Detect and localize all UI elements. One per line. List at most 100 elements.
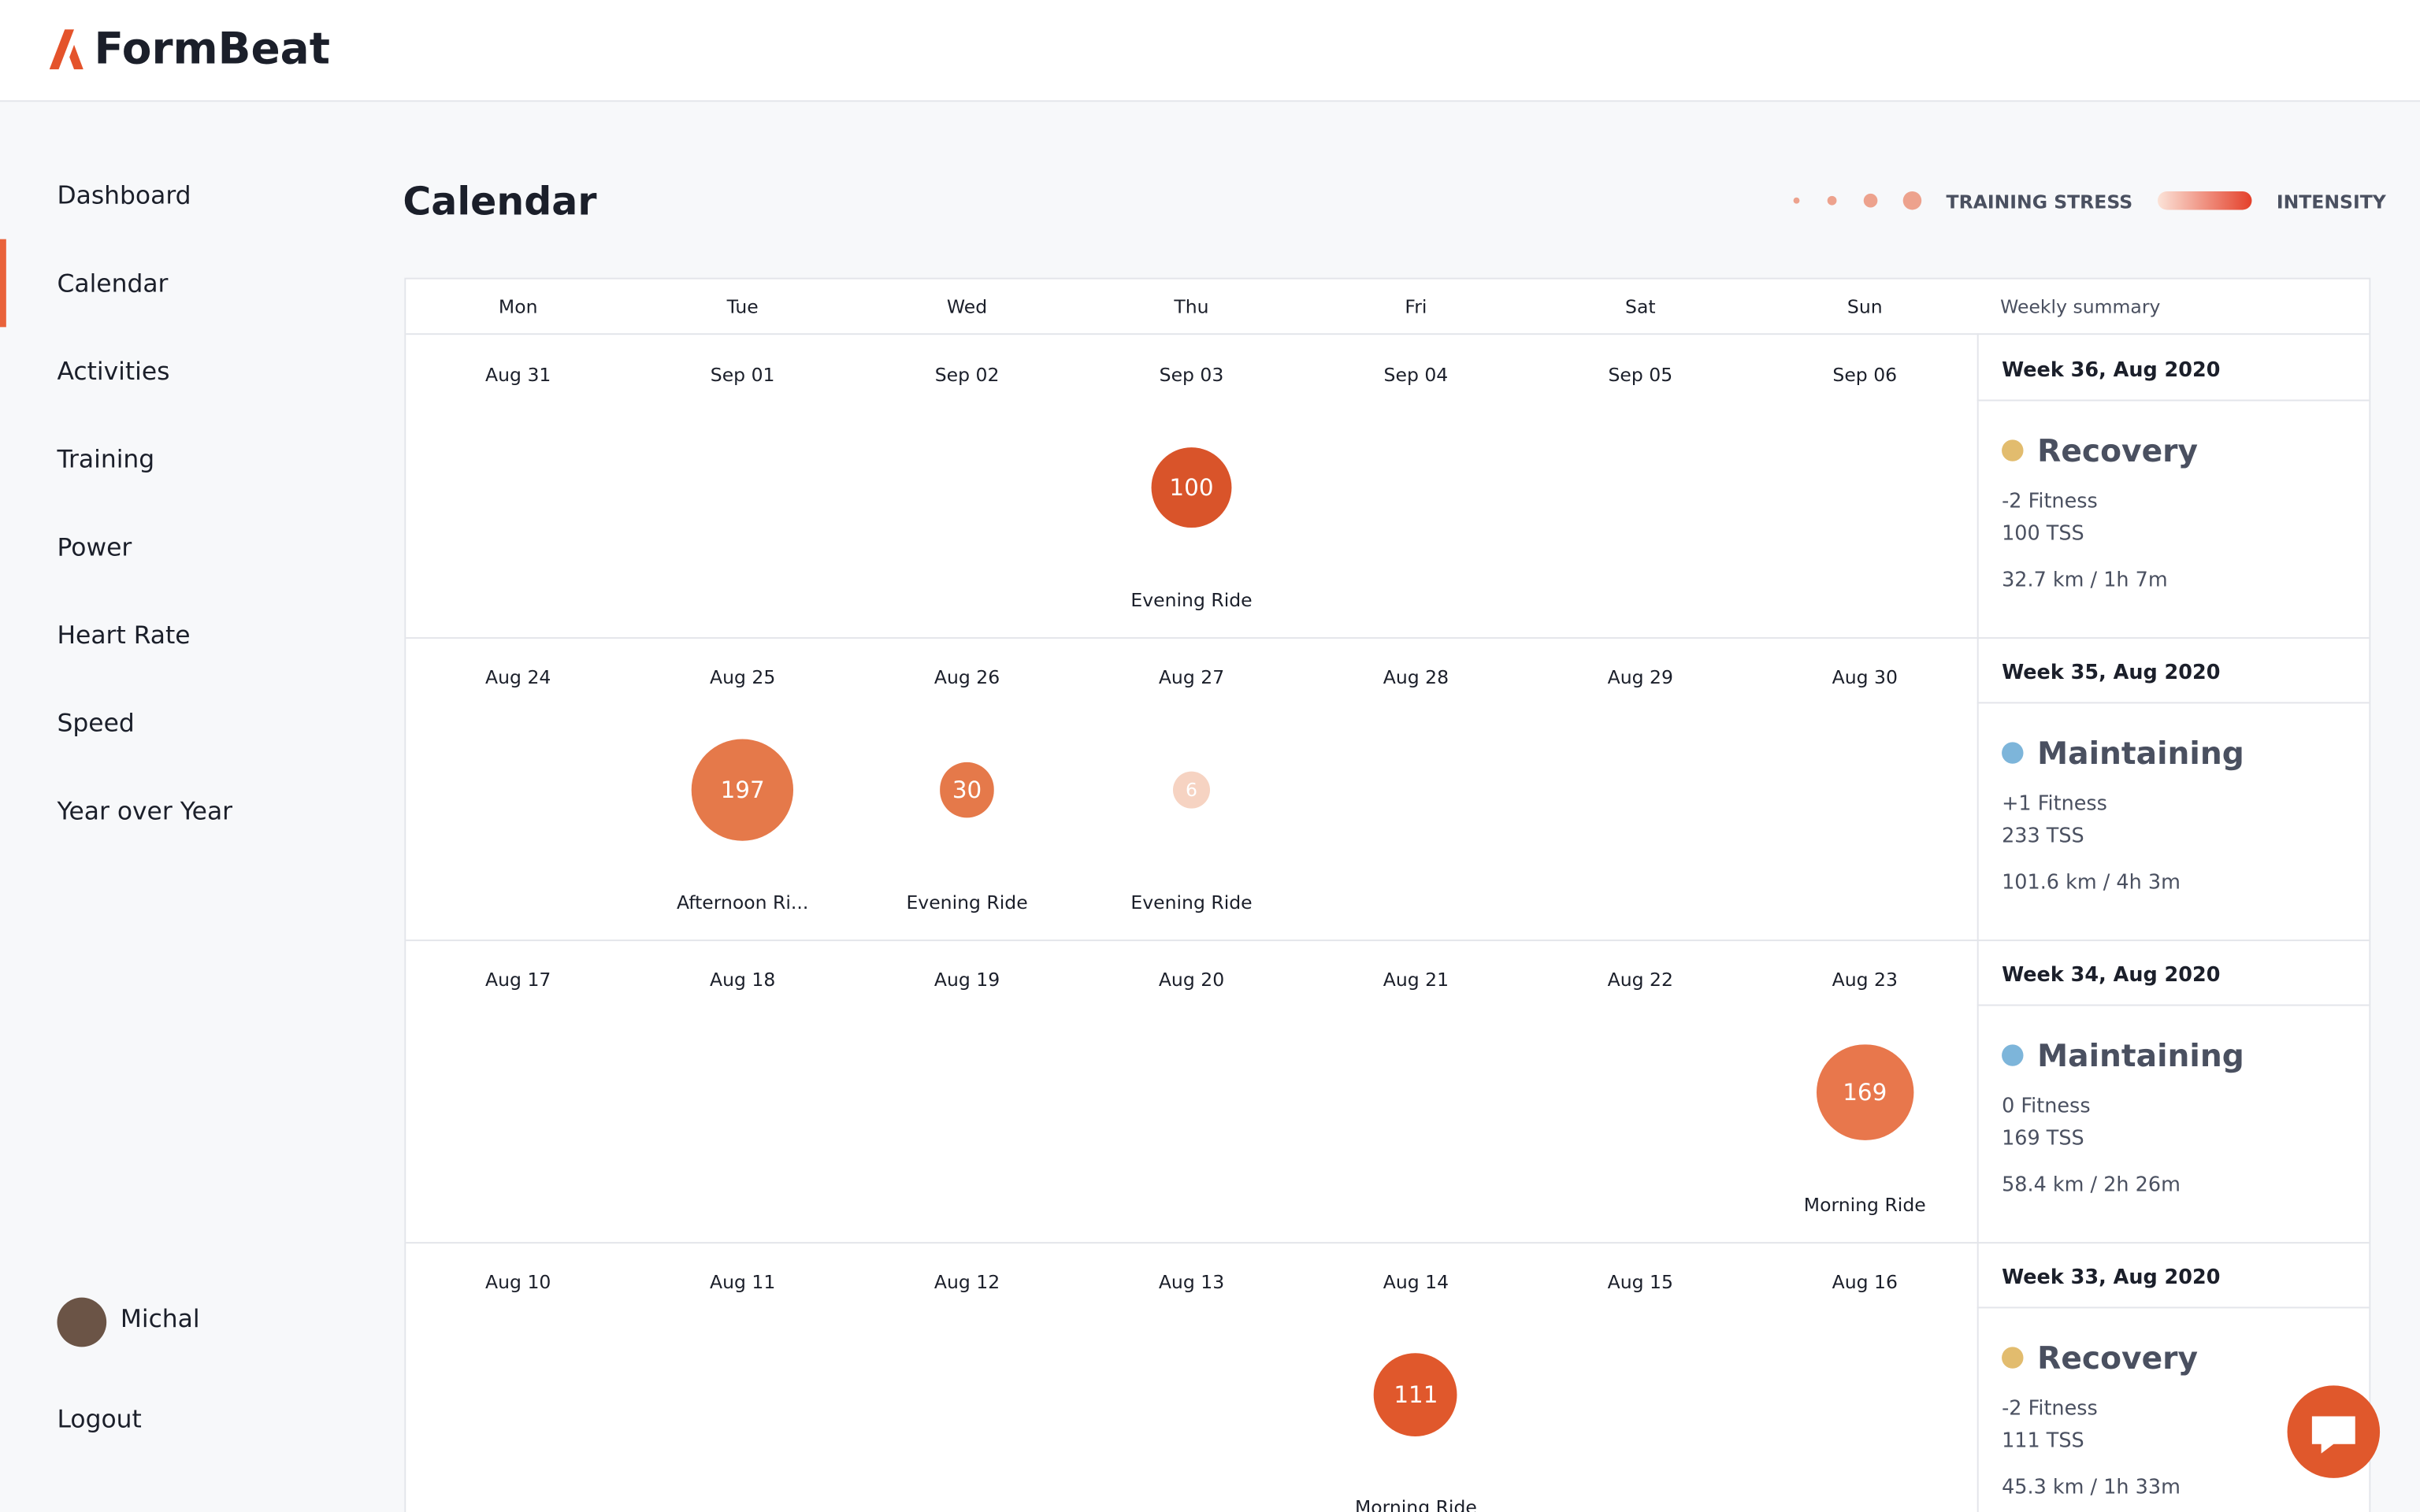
active-indicator [0, 239, 6, 328]
logo-icon [49, 29, 84, 70]
fitness: -2 Fitness [2002, 491, 2098, 514]
date: Aug 31 [485, 364, 551, 386]
date: Aug 30 [1832, 666, 1898, 688]
activity-name[interactable]: Evening Ride [1130, 891, 1253, 914]
divider [1976, 702, 2370, 704]
status: Recovery [2037, 1339, 2199, 1377]
date: Aug 12 [933, 1271, 1000, 1293]
nav-item[interactable]: Heart Rate [57, 620, 191, 650]
distance: 32.7 km / 1h 7m [2002, 569, 2168, 593]
intensity-gradient [2157, 191, 2252, 210]
header: FormBeat [0, 0, 2420, 102]
nav-item[interactable]: Training [57, 444, 155, 474]
nav-item[interactable]: Dashboard [57, 180, 191, 210]
activity-name[interactable]: Morning Ride [1354, 1496, 1477, 1512]
date: Aug 27 [1158, 666, 1225, 688]
date: Aug 22 [1607, 969, 1673, 991]
week-title: Week 34, Aug 2020 [2002, 964, 2221, 988]
weekday: Sun [1847, 296, 1883, 318]
date: Sep 03 [1159, 364, 1224, 386]
avatar [57, 1297, 107, 1347]
date: Aug 17 [485, 969, 551, 991]
week-title: Week 36, Aug 2020 [2002, 359, 2221, 383]
summary-header: Weekly summary [2000, 296, 2161, 318]
weekday: Tue [726, 296, 759, 318]
date: Aug 15 [1607, 1271, 1673, 1293]
fitness: +1 Fitness [2002, 793, 2107, 817]
nav-item[interactable]: Calendar [57, 268, 169, 298]
date: Sep 06 [1832, 364, 1898, 386]
activity-name[interactable]: Morning Ride [1803, 1194, 1926, 1216]
legend-intensity: INTENSITY [2276, 191, 2386, 213]
nav-item[interactable]: Year over Year [57, 795, 233, 826]
status: Maintaining [2037, 734, 2244, 772]
activity-name[interactable]: Evening Ride [1130, 589, 1253, 611]
date: Sep 04 [1383, 364, 1449, 386]
date: Aug 29 [1607, 666, 1673, 688]
activity-bubble[interactable]: 197 [691, 738, 794, 842]
tss: 111 TSS [2002, 1430, 2084, 1454]
user-name[interactable]: Michal [120, 1303, 200, 1333]
date: Aug 11 [710, 1271, 776, 1293]
nav-item[interactable]: Power [57, 532, 132, 562]
date: Aug 16 [1832, 1271, 1898, 1293]
date: Aug 19 [933, 969, 1000, 991]
tss: 100 TSS [2002, 523, 2084, 547]
status-dot [2002, 742, 2024, 764]
activity-bubble[interactable]: 6 [1172, 770, 1211, 810]
divider [1976, 399, 2370, 402]
activity-name[interactable]: Evening Ride [906, 891, 1028, 914]
date: Sep 01 [710, 364, 775, 386]
weekday: Sat [1625, 296, 1656, 318]
divider [406, 1242, 2370, 1244]
divider [1976, 1004, 2370, 1006]
date: Aug 10 [485, 1271, 551, 1293]
tss: 169 TSS [2002, 1128, 2084, 1151]
activity-name[interactable]: Afternoon Ri... [676, 891, 809, 914]
week-title: Week 35, Aug 2020 [2002, 662, 2221, 685]
legend-stress: TRAINING STRESS [1946, 191, 2133, 213]
activity-bubble[interactable]: 169 [1816, 1043, 1913, 1141]
divider [406, 637, 2370, 639]
date: Sep 05 [1608, 364, 1673, 386]
date: Aug 21 [1383, 969, 1449, 991]
date: Aug 14 [1383, 1271, 1449, 1293]
page-title: Calendar [403, 179, 597, 224]
date: Aug 25 [710, 666, 776, 688]
nav-item[interactable]: Speed [57, 708, 135, 738]
activity-bubble[interactable]: 111 [1374, 1353, 1458, 1436]
status-dot [2002, 1347, 2024, 1369]
divider [1976, 333, 1979, 1512]
chat-icon [2311, 1416, 2355, 1454]
date: Aug 18 [710, 969, 776, 991]
nav-item[interactable]: Activities [57, 356, 170, 386]
distance: 45.3 km / 1h 33m [2002, 1476, 2181, 1500]
distance: 58.4 km / 2h 26m [2002, 1173, 2181, 1198]
divider [1976, 1306, 2370, 1309]
date: Aug 26 [933, 666, 1000, 688]
weekday: Thu [1174, 296, 1209, 318]
date: Sep 02 [934, 364, 1000, 386]
date: Aug 28 [1383, 666, 1449, 688]
date: Aug 23 [1832, 969, 1898, 991]
distance: 101.6 km / 4h 3m [2002, 871, 2181, 895]
tss: 233 TSS [2002, 825, 2084, 849]
fitness: -2 Fitness [2002, 1398, 2098, 1421]
status-dot [2002, 439, 2024, 461]
activity-bubble[interactable]: 30 [939, 762, 995, 818]
divider [406, 939, 2370, 942]
weekday: Mon [498, 296, 538, 318]
status-dot [2002, 1044, 2024, 1066]
calendar: Mon Tue Wed Thu Fri Sat Sun Weekly summary Aug 3… [404, 277, 2371, 1512]
status: Recovery [2037, 432, 2199, 469]
date: Aug 13 [1158, 1271, 1225, 1293]
logout[interactable]: Logout [57, 1403, 142, 1434]
activity-bubble[interactable]: 100 [1151, 447, 1232, 528]
date: Aug 20 [1158, 969, 1225, 991]
date: Aug 24 [485, 666, 551, 688]
chat-button[interactable] [2287, 1385, 2381, 1478]
week-title: Week 33, Aug 2020 [2002, 1266, 2221, 1290]
weekday: Fri [1405, 296, 1427, 318]
